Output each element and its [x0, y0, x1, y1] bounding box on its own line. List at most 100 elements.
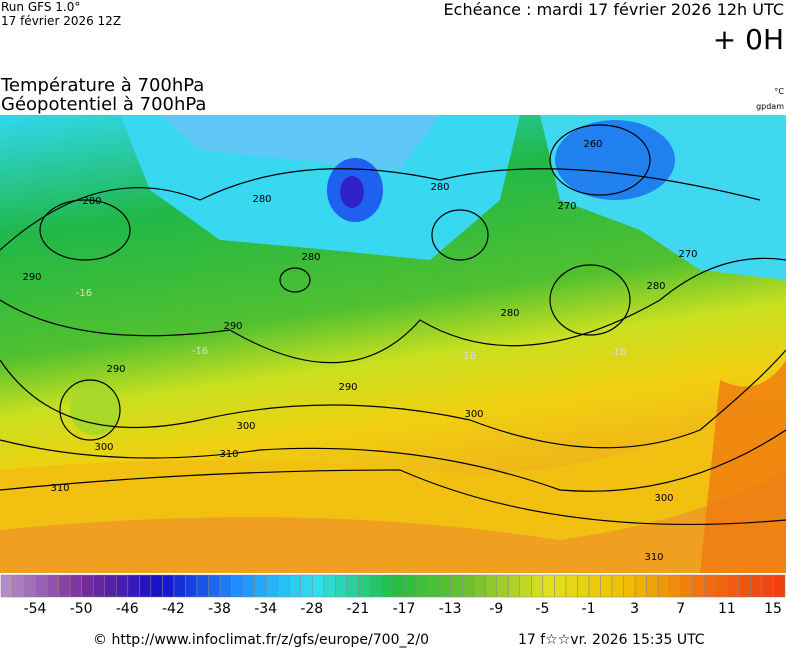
colorbar-label: -21	[346, 601, 369, 617]
contour-label: 290	[106, 364, 125, 375]
colorbar-swatch	[208, 574, 221, 598]
colorbar-swatch	[12, 574, 25, 598]
contour-label: 280	[252, 194, 271, 205]
contour-label: 280	[500, 308, 519, 319]
colorbar-swatch	[473, 574, 486, 598]
colorbar-swatch	[623, 574, 636, 598]
colorbar-swatch	[680, 574, 694, 598]
colorbar-swatch	[392, 574, 405, 598]
colorbar-swatch	[727, 574, 740, 598]
colorbar-swatch	[242, 574, 255, 598]
colorbar-swatch	[196, 574, 209, 598]
contour-label: 290	[22, 272, 41, 283]
colorbar-swatch	[496, 574, 509, 598]
colorbar-label: 7	[676, 601, 685, 617]
colorbar-swatch	[231, 574, 244, 598]
colorbar-swatch	[600, 574, 613, 598]
run: Run GFS 1.0°	[1, 0, 80, 14]
colorbar-swatch	[0, 574, 13, 598]
contour-label: 280	[301, 252, 320, 263]
colorbar-swatch	[508, 574, 521, 598]
contour-label: 270	[557, 201, 576, 212]
colorbar-swatch	[565, 574, 578, 598]
footer-date: 17 f☆☆vr. 2026 15:35 UTC	[518, 632, 705, 648]
colorbar-swatch	[657, 574, 670, 598]
colorbar-label: 3	[630, 601, 639, 617]
colorbar-swatch	[646, 574, 659, 598]
colorbar-label: -1	[582, 601, 596, 617]
colorbar-swatch	[81, 574, 94, 598]
contour-label: -16	[610, 347, 626, 358]
colorbar-label: -13	[439, 601, 462, 617]
unit: °C	[774, 87, 784, 96]
colorbar-label: -50	[70, 601, 93, 617]
colorbar-label: -34	[254, 601, 277, 617]
colorbar-swatch	[761, 574, 774, 598]
colorbar-swatch	[542, 574, 555, 598]
colorbar-swatch	[265, 574, 278, 598]
colorbar-swatch	[162, 574, 175, 598]
colorbar-label: -42	[162, 601, 185, 617]
colorbar-swatch	[531, 574, 544, 598]
contour-label: 280	[430, 182, 449, 193]
colorbar-swatch	[358, 574, 371, 598]
contour-label: 280	[82, 196, 101, 207]
colorbar-swatch	[773, 574, 786, 598]
lead-time: + 0H	[713, 23, 784, 56]
colorbar-swatch	[277, 574, 290, 598]
contour-label: -16	[76, 288, 92, 299]
colorbar-swatch	[219, 574, 232, 598]
contour-label: 310	[219, 449, 238, 460]
footer-source: © http://www.infoclimat.fr/z/gfs/europe/…	[93, 632, 429, 648]
title: Géopotentiel à 700hPa	[1, 94, 206, 115]
colorbar-swatch	[104, 574, 117, 598]
colorbar-label: -17	[393, 601, 416, 617]
colorbar-label: -46	[116, 601, 139, 617]
contour-label: 300	[94, 442, 113, 453]
colorbar-swatch	[312, 574, 325, 598]
contour-label: -16	[460, 351, 476, 362]
contour-label: 300	[654, 493, 673, 504]
colorbar-swatch	[23, 574, 36, 598]
contour-label: 290	[223, 321, 242, 332]
colorbar-swatch	[519, 574, 532, 598]
contour-label: 270	[678, 249, 697, 260]
contour-label: 300	[236, 421, 255, 432]
contour-label: 310	[644, 552, 663, 563]
colorbar-swatch	[335, 574, 348, 598]
colorbar-swatch	[150, 574, 163, 598]
colorbar-swatch	[577, 574, 590, 598]
map	[0, 115, 786, 573]
colorbar-swatch	[461, 574, 474, 598]
colorbar-swatch	[58, 574, 71, 598]
colorbar-swatch	[450, 574, 463, 598]
contour-label: -16	[192, 346, 208, 357]
colorbar-swatch	[369, 574, 382, 598]
colorbar-swatch	[69, 574, 82, 598]
colorbar-label: -38	[208, 601, 231, 617]
colorbar-label: 15	[764, 601, 782, 617]
title: Température à 700hPa	[0, 75, 204, 96]
colorbar-swatch	[404, 574, 417, 598]
colorbar-label: -28	[300, 601, 323, 617]
valid-time: Echéance : mardi 17 février 2026 12h UTC	[444, 0, 784, 19]
colorbar-swatch	[704, 574, 717, 598]
colorbar-swatch	[634, 574, 647, 598]
colorbar-swatch	[300, 574, 313, 598]
colorbar-swatch	[185, 574, 198, 598]
colorbar-swatch	[669, 574, 682, 598]
colorbar-swatch	[127, 574, 140, 598]
colorbar-swatch	[415, 574, 428, 598]
colorbar-swatch	[323, 574, 336, 598]
colorbar-swatch	[35, 574, 48, 598]
colorbar-swatch	[554, 574, 567, 598]
contour-label: 300	[464, 409, 483, 420]
contour-label: 290	[338, 382, 357, 393]
colorbar-swatch	[750, 574, 763, 598]
colorbar-swatch	[346, 574, 359, 598]
colorbar-swatch	[116, 574, 129, 598]
colorbar-swatch	[438, 574, 451, 598]
unit: gpdam	[756, 102, 784, 111]
